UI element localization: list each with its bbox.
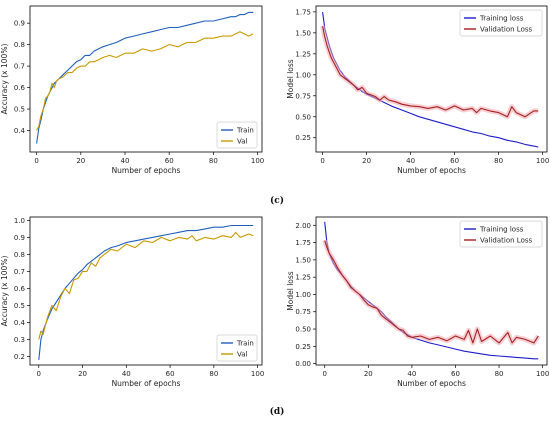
y-tick-label: 1.25 bbox=[295, 50, 311, 58]
x-tick-label: 80 bbox=[495, 370, 504, 378]
y-tick-label: 1.00 bbox=[295, 291, 311, 299]
x-tick-label: 100 bbox=[251, 157, 264, 165]
y-tick-label: 0.7 bbox=[14, 268, 25, 276]
y-tick-label: 0.4 bbox=[14, 127, 26, 135]
y-axis-label: Model loss bbox=[286, 59, 295, 98]
chart-c-accuracy: 0 20 40 60 80 100 0.4 0.5 0.6 0.7 0.8 0.9 Number of … bbox=[0, 5, 264, 175]
y-tick-label: 0.50 bbox=[295, 113, 311, 121]
y-tick-label: 0.75 bbox=[295, 308, 311, 316]
x-tick-label: 80 bbox=[494, 157, 503, 165]
y-tick-label: 0.00 bbox=[295, 360, 311, 368]
legend-label: Val bbox=[237, 351, 248, 359]
y-tick-label: 0.4 bbox=[14, 319, 26, 327]
y-tick-label: 0.5 bbox=[14, 106, 25, 114]
x-tick-label: 40 bbox=[121, 157, 130, 165]
x-tick-label: 60 bbox=[165, 157, 174, 165]
plot-frame bbox=[315, 5, 548, 153]
plot-frame bbox=[29, 216, 263, 366]
y-tick-label: 1.50 bbox=[295, 256, 311, 264]
validation-loss-band bbox=[320, 25, 539, 120]
panel-label-d: (d) bbox=[270, 406, 285, 417]
chart-d-accuracy: 0 20 40 60 80 100 0.2 0.3 0.4 0.5 0.6 0.7 0.8 0.9 1.0 N… bbox=[0, 216, 264, 388]
x-tick-label: 20 bbox=[364, 370, 373, 378]
y-tick-label: 0.3 bbox=[14, 336, 25, 344]
plot-frame bbox=[29, 5, 263, 153]
plot-frame bbox=[315, 216, 548, 366]
legend-label: Train bbox=[236, 127, 254, 135]
x-tick-label: 100 bbox=[536, 157, 549, 165]
x-tick-label: 20 bbox=[76, 157, 85, 165]
legend-label: Training loss bbox=[479, 15, 524, 23]
y-tick-label: 0.9 bbox=[14, 234, 25, 242]
legend-label: Validation Loss bbox=[480, 237, 532, 245]
legend-box bbox=[459, 9, 543, 37]
series-line-val bbox=[38, 231, 254, 340]
y-tick-label: 0.6 bbox=[14, 84, 26, 92]
y-tick-label: 0.8 bbox=[14, 251, 25, 259]
y-tick-label: 1.00 bbox=[295, 71, 311, 79]
y-axis-label: Accuracy (x 100%) bbox=[0, 256, 9, 327]
y-tick-label: 0.50 bbox=[295, 326, 311, 334]
y-tick-label: 0.9 bbox=[14, 20, 25, 28]
x-tick-label: 0 bbox=[34, 157, 38, 165]
x-tick-label: 80 bbox=[209, 370, 218, 378]
panel-label-c: (c) bbox=[270, 195, 284, 206]
legend-label: Validation Loss bbox=[480, 26, 532, 34]
x-tick-label: 20 bbox=[78, 370, 87, 378]
x-axis-label: Number of epochs bbox=[112, 166, 181, 175]
legend-label: Val bbox=[237, 138, 248, 146]
y-tick-label: 0.2 bbox=[14, 353, 25, 361]
x-tick-label: 100 bbox=[536, 370, 549, 378]
x-tick-label: 0 bbox=[320, 157, 324, 165]
y-tick-label: 0.25 bbox=[295, 343, 311, 351]
series-line-train bbox=[38, 224, 254, 360]
series-line-validation-loss bbox=[322, 25, 539, 118]
y-tick-label: 0.8 bbox=[14, 41, 25, 49]
chart-d-loss: 0 20 40 60 80 100 0.00 0.25 0.50 0.75 1.00 1.25 1.50… bbox=[286, 216, 549, 388]
x-tick-label: 80 bbox=[209, 157, 218, 165]
y-tick-label: 0.5 bbox=[14, 302, 25, 310]
legend-label: Train bbox=[236, 340, 254, 348]
x-tick-label: 40 bbox=[406, 157, 415, 165]
y-tick-label: 1.0 bbox=[14, 217, 25, 225]
x-tick-label: 60 bbox=[450, 157, 459, 165]
y-tick-label: 1.25 bbox=[295, 274, 311, 282]
legend-label: Training loss bbox=[479, 226, 524, 234]
x-tick-label: 0 bbox=[322, 370, 326, 378]
x-tick-label: 60 bbox=[451, 370, 460, 378]
x-axis-label: Number of epochs bbox=[112, 379, 181, 388]
y-tick-label: 0.7 bbox=[14, 63, 25, 71]
series-line-val bbox=[36, 31, 254, 131]
series-line-train bbox=[36, 11, 254, 144]
y-tick-label: 1.75 bbox=[295, 8, 311, 16]
x-tick-label: 100 bbox=[251, 370, 264, 378]
x-axis-label: Number of epochs bbox=[397, 379, 466, 388]
x-axis-label: Number of epochs bbox=[397, 166, 466, 175]
legend-box bbox=[459, 220, 543, 248]
y-tick-label: 2.00 bbox=[295, 222, 311, 230]
y-tick-label: 1.75 bbox=[295, 239, 311, 247]
x-tick-label: 40 bbox=[122, 370, 131, 378]
x-tick-label: 0 bbox=[37, 370, 41, 378]
y-tick-label: 0.75 bbox=[295, 92, 311, 100]
y-axis-label: Accuracy (x 100%) bbox=[0, 44, 9, 115]
x-tick-label: 60 bbox=[166, 370, 175, 378]
chart-c-loss: 0 20 40 60 80 100 0.25 0.50 0.75 1.00 1.25 1.50 1.75… bbox=[286, 5, 549, 175]
x-tick-label: 40 bbox=[407, 370, 416, 378]
y-tick-label: 0.6 bbox=[14, 285, 26, 293]
series-line-validation-loss bbox=[324, 240, 539, 344]
y-axis-label: Model loss bbox=[286, 271, 295, 310]
y-tick-label: 1.50 bbox=[295, 29, 311, 37]
x-tick-label: 20 bbox=[362, 157, 371, 165]
y-tick-label: 0.25 bbox=[295, 134, 311, 142]
